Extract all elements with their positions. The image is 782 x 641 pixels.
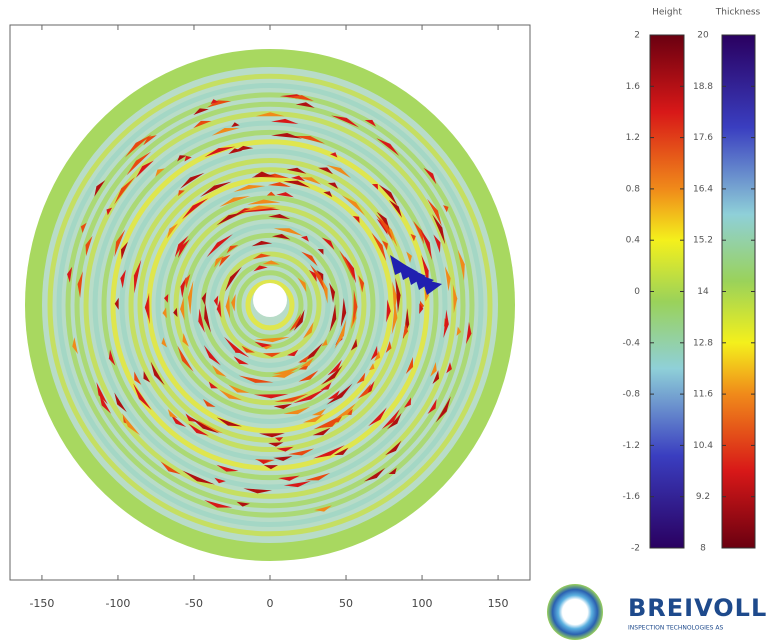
colorbar-height [650, 35, 684, 548]
x-tick-label: -150 [29, 597, 54, 610]
colorbar-tick-label: -1.2 [622, 441, 640, 451]
colorbar-tick-label: 1.2 [626, 133, 640, 143]
colorbar-tick-label: -1.6 [622, 492, 640, 502]
colorbar-title: Thickness [715, 8, 761, 18]
colorbar-tick-label: -2 [631, 544, 640, 554]
x-tick-label: 0 [267, 597, 274, 610]
colorbar-tick-label: 17.6 [693, 133, 713, 143]
x-tick-label: 50 [339, 597, 353, 610]
colorbar-tick-label: 14 [697, 287, 709, 297]
colorbar-tick-label: 0 [634, 287, 640, 297]
colorbar-tick-label: 1.6 [626, 82, 641, 92]
logo-icon [547, 584, 603, 640]
colorbar-tick-label: 0.8 [626, 184, 641, 194]
colorbar-tick-label: 16.4 [693, 184, 713, 194]
x-tick-label: 100 [412, 597, 433, 610]
colorbar-tick-label: 15.2 [693, 236, 713, 246]
colorbar-tick-label: 12.8 [693, 338, 713, 348]
logo-tagline: INSPECTION TECHNOLOGIES AS [628, 625, 723, 632]
x-tick-label: -50 [185, 597, 203, 610]
colorbar-tick-label: -0.8 [622, 390, 640, 400]
colorbar-tick-label: 0.4 [626, 236, 641, 246]
colorbar-tick-label: -0.4 [622, 338, 640, 348]
heatmap-disk [25, 49, 515, 561]
x-tick-label: -100 [105, 597, 130, 610]
chart: -150 -100 -50 0 50 100 150 Height Thickness BR… [0, 0, 782, 641]
x-tick-label: 150 [488, 597, 509, 610]
colorbar-tick-label: 11.6 [693, 390, 713, 400]
logo-name: BREIVOLL [628, 594, 767, 622]
colorbar-thickness [722, 35, 755, 548]
colorbar-tick-label: 10.4 [693, 441, 713, 451]
colorbar-tick-label: 18.8 [693, 82, 713, 92]
colorbar-tick-label: 8 [700, 544, 706, 554]
center-hole [253, 283, 287, 317]
colorbar-tick-label: 2 [634, 31, 640, 41]
colorbar-tick-label: 20 [697, 31, 709, 41]
colorbar-tick-label: 9.2 [696, 492, 710, 502]
colorbar-title: Height [652, 8, 682, 18]
